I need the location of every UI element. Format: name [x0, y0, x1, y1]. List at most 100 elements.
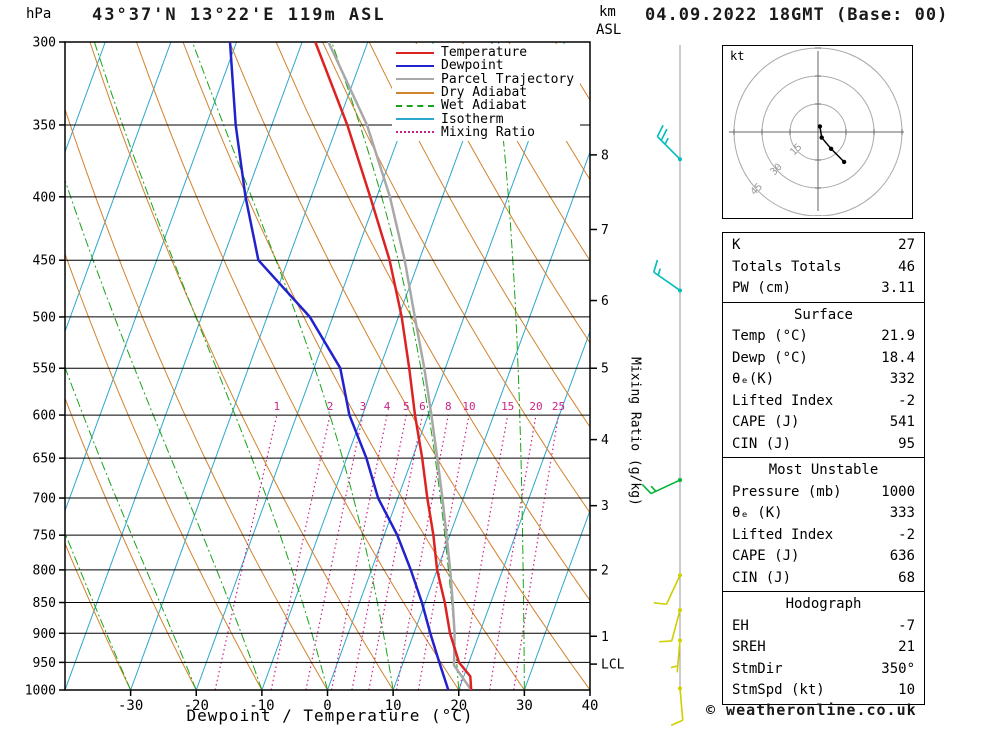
- mixing-ratio-value: 8: [445, 400, 452, 413]
- mixing-ratio-line: [368, 414, 423, 690]
- temp-tick-label: 0: [323, 698, 331, 714]
- mixing-ratio-value: 2: [327, 400, 334, 413]
- pressure-tick-label: 450: [33, 254, 56, 269]
- hodograph-unit-label: kt: [730, 49, 745, 63]
- wet-adiabat-line: [65, 178, 263, 690]
- plot-frame: [64, 41, 591, 691]
- stat-row: CIN (J) 95: [723, 434, 924, 456]
- pressure-tick-label: 800: [33, 563, 56, 578]
- stat-row: EH -7: [723, 616, 924, 638]
- stats-box: K 27 Totals Totals 46 PW (cm) 3.11: [722, 232, 925, 303]
- stat-row: K 27: [723, 235, 924, 257]
- pressure-tick-label: 900: [33, 627, 56, 642]
- isotherm-line: [130, 42, 369, 690]
- hodograph-trace-point: [817, 124, 823, 129]
- altitude-axis-unit-asl: ASL: [596, 22, 622, 38]
- pressure-tick-label: 750: [33, 529, 56, 544]
- stat-value: 636: [889, 548, 915, 564]
- mixing-ratio-value: 3: [360, 400, 367, 413]
- stat-row: StmSpd (kt) 10: [723, 680, 924, 702]
- legend-item: Temperature: [396, 46, 574, 59]
- stat-value: 18.4: [881, 349, 915, 366]
- isotherm-line: [261, 42, 500, 690]
- mixing-ratio-value: 6: [419, 400, 426, 413]
- wind-barb: [659, 608, 682, 643]
- km-tick-label: 4: [601, 433, 609, 448]
- dry-adiabat-line: [65, 396, 197, 690]
- legend-line-sample: [396, 78, 434, 81]
- stat-label: Pressure (mb): [732, 483, 842, 500]
- stat-label: CIN (J): [732, 569, 792, 586]
- stat-label: Dewp (°C): [732, 349, 808, 366]
- hodograph-trace: [819, 126, 845, 163]
- stat-value: 332: [889, 371, 915, 387]
- wet-adiabat-line: [65, 531, 132, 690]
- temp-tick-label: -30: [118, 698, 143, 714]
- stat-row: CIN (J) 68: [723, 568, 924, 590]
- stat-row: Pressure (mb) 1000: [723, 482, 924, 504]
- wind-barb: [670, 686, 684, 727]
- stat-value: 68: [898, 569, 915, 586]
- stat-row: StmDir 350°: [723, 659, 924, 681]
- stat-row: CAPE (J) 636: [723, 546, 924, 568]
- pressure-tick-label: 550: [33, 362, 56, 377]
- stat-value: -2: [898, 392, 915, 409]
- stat-label: θₑ(K): [732, 371, 775, 387]
- stat-value: 333: [889, 505, 915, 521]
- stat-value: 541: [889, 414, 915, 430]
- wet-adiabat-line: [65, 365, 197, 690]
- stat-value: 10: [898, 682, 915, 698]
- legend-item: Mixing Ratio: [396, 126, 574, 139]
- stat-label: K: [732, 237, 741, 253]
- legend-item: Parcel Trajectory: [396, 72, 574, 86]
- km-tick-label: 2: [601, 563, 609, 578]
- page-title: 43°37'N 13°22'E 119m ASL: [92, 5, 386, 25]
- km-tick-label: 3: [601, 499, 609, 514]
- legend-line-sample: [396, 104, 434, 107]
- dry-adiabat-line: [368, 42, 590, 428]
- km-tick-label: 6: [601, 294, 609, 309]
- series-temperature: [314, 42, 473, 690]
- stats-box: Hodograph EH -7 SREH 21 StmDir 350° StmSpd (kt)…: [722, 591, 925, 705]
- temp-tick-label: 20: [450, 698, 467, 714]
- stat-value: 3.11: [881, 280, 915, 296]
- km-tick-label: 7: [601, 223, 609, 238]
- stat-label: CAPE (J): [732, 548, 800, 564]
- pressure-tick-label: 350: [33, 118, 56, 133]
- stat-value: -2: [898, 526, 915, 543]
- legend-line-sample: [396, 51, 434, 54]
- stat-label: Totals Totals: [732, 258, 842, 275]
- legend-label: Dewpoint: [441, 58, 504, 74]
- legend-line-sample: [396, 131, 434, 134]
- stat-value: -7: [898, 617, 915, 634]
- stats-box-title: Most Unstable: [768, 462, 879, 478]
- mixing-ratio-value: 10: [462, 400, 475, 413]
- legend-label: Isotherm: [441, 111, 504, 127]
- stat-row: θₑ (K) 333: [723, 503, 924, 525]
- stat-value: 46: [898, 258, 915, 275]
- temp-tick-label: -20: [184, 698, 209, 714]
- wind-barb: [653, 573, 682, 606]
- pressure-tick-label: 950: [33, 656, 56, 671]
- mixing-ratio-line: [351, 414, 407, 690]
- stat-label: PW (cm): [732, 280, 792, 296]
- mixing-ratio-axis-label: Mixing Ratio (g/kg): [627, 357, 643, 506]
- mixing-ratio-line: [214, 414, 278, 690]
- stats-box-title: Surface: [793, 306, 853, 323]
- stat-row: Lifted Index -2: [723, 525, 924, 547]
- hodograph-trace-point: [841, 159, 847, 165]
- stat-label: EH: [732, 617, 749, 634]
- wind-barb: [653, 259, 682, 293]
- chart-legend: Temperature Dewpoint Parcel Trajectory Dry …: [392, 44, 581, 142]
- isotherm-line: [523, 509, 590, 690]
- mixing-ratio-value: 25: [552, 400, 565, 413]
- stats-panel: K 27 Totals Totals 46 PW (cm) 3.11 Surface Temp…: [722, 232, 925, 705]
- wind-barb: [641, 478, 682, 495]
- isotherm-line: [65, 42, 303, 690]
- dry-adiabat-line: [65, 542, 132, 690]
- series-dewpoint: [228, 42, 450, 690]
- stat-value: 95: [898, 435, 915, 452]
- stat-label: CAPE (J): [732, 414, 800, 430]
